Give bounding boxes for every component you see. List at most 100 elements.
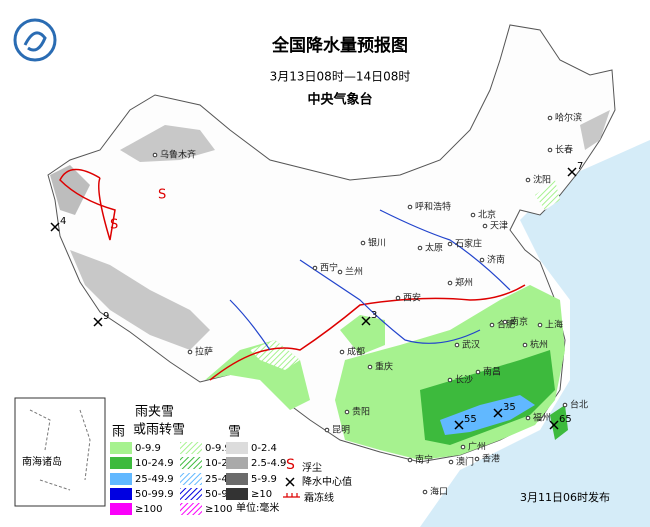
city-dot: [152, 152, 158, 158]
city-dot: [537, 322, 543, 328]
legend-frost: 霜冻线: [304, 491, 334, 504]
city-label: 郑州: [455, 277, 473, 289]
center-value: 9: [103, 311, 109, 322]
center-value: 65: [559, 414, 572, 425]
city-label: 北京: [478, 209, 496, 221]
city-label: 重庆: [375, 361, 393, 373]
city-dot: [525, 177, 531, 183]
city-dot: [422, 489, 428, 495]
city-dot: [448, 459, 454, 465]
city-dot: [522, 342, 528, 348]
city-dot: [502, 319, 508, 325]
legend-sleet-title: 雨夹雪: [135, 405, 174, 420]
city-dot: [479, 257, 485, 263]
center-value: 4: [60, 216, 66, 227]
city-dot: [525, 415, 531, 421]
city-label: 台北: [570, 399, 588, 411]
legend-range: 0-2.4: [251, 443, 277, 454]
city-label: 成都: [347, 346, 365, 358]
legend-swatch: [110, 442, 132, 454]
city-label: 南京: [510, 316, 528, 328]
city-label: 呼和浩特: [415, 201, 451, 213]
center-value: 35: [503, 402, 516, 413]
legend-dust-symbol: S: [286, 457, 295, 473]
center-mark: [454, 420, 464, 430]
frost-line: [59, 168, 116, 241]
legend-unit: 单位:毫米: [236, 501, 279, 514]
legend-range: 50-99.9: [135, 489, 174, 500]
city-label: 西宁: [320, 262, 338, 274]
dust-symbol: S: [158, 188, 166, 203]
city-dot: [562, 402, 568, 408]
center-mark: [361, 316, 371, 326]
legend-swatch: [110, 503, 132, 515]
city-label: 银川: [368, 237, 386, 249]
rain-area: [340, 315, 385, 355]
city-dot: [417, 245, 423, 251]
city-label: 济南: [487, 254, 505, 266]
city-label: 贵阳: [352, 406, 370, 418]
city-label: 昆明: [332, 425, 350, 436]
center-value: 3: [371, 310, 377, 321]
legend-snow-title: 雪: [228, 425, 241, 440]
legend-center: 降水中心值: [302, 475, 352, 488]
legend-swatch: [226, 488, 248, 500]
sleet-area: [535, 180, 560, 210]
legend: 雨 雨夹雪 或雨转雪 雪 S 浮尘 降水中心值 霜冻线 单位:毫米 0-9.9 1…: [110, 405, 352, 515]
legend-range: ≥100: [135, 504, 162, 515]
legend-range: 0-9.9: [135, 443, 161, 454]
logo-ring: [13, 18, 57, 62]
frost-line: [209, 284, 526, 381]
legend-range: 25-49.9: [205, 474, 244, 485]
legend-range: 10-24.9: [135, 458, 174, 469]
legend-swatch: [226, 473, 248, 485]
city-dot: [312, 265, 318, 271]
legend-sleet-subtitle: 或雨转雪: [133, 423, 185, 438]
logo-swirl: [23, 31, 47, 52]
city-label: 西安: [403, 292, 421, 304]
legend-range: 25-49.9: [135, 474, 174, 485]
legend-range: 50-99.9: [205, 489, 244, 500]
city-label: 广州: [468, 441, 486, 453]
south-sea-inset: [14, 397, 106, 507]
legend-swatch: [226, 457, 248, 469]
city-dot: [360, 240, 366, 246]
city-dot: [547, 115, 553, 121]
snow-area: [50, 165, 90, 215]
center-mark: [493, 408, 503, 418]
legend-swatch: [226, 442, 248, 454]
city-label: 南宁: [415, 454, 433, 466]
legend-swatch: [180, 488, 202, 500]
city-label: 香港: [482, 453, 500, 465]
legend-range: 0-9.9: [205, 443, 231, 454]
center-mark: [549, 420, 559, 430]
city-label: 石家庄: [455, 238, 482, 250]
legend-range: 10-24.9: [205, 458, 244, 469]
legend-swatch: [180, 503, 202, 515]
logo: [13, 18, 57, 62]
city-label: 兰州: [345, 266, 363, 278]
center-mark: [567, 167, 577, 177]
city-dot: [395, 295, 401, 301]
city-label: 上海: [545, 319, 563, 331]
city-dot: [460, 444, 466, 450]
city-dot: [407, 457, 413, 463]
city-dot: [339, 349, 345, 355]
snow-area: [580, 110, 610, 150]
city-label: 太原: [425, 242, 443, 254]
city-dot: [489, 322, 495, 328]
center-mark: [50, 222, 60, 232]
city-label: 南昌: [483, 366, 501, 378]
city-label: 澳门: [456, 456, 474, 468]
river: [229, 209, 511, 351]
legend-swatch: [110, 488, 132, 500]
city-label: 杭州: [530, 339, 548, 351]
city-label: 乌鲁木齐: [160, 149, 196, 161]
city-dot: [475, 369, 481, 375]
city-label: 哈尔滨: [555, 112, 582, 124]
city-dot: [447, 241, 453, 247]
legend-range: 2.5-4.9: [251, 458, 286, 469]
city-dot: [454, 342, 460, 348]
city-label: 沈阳: [533, 174, 551, 186]
